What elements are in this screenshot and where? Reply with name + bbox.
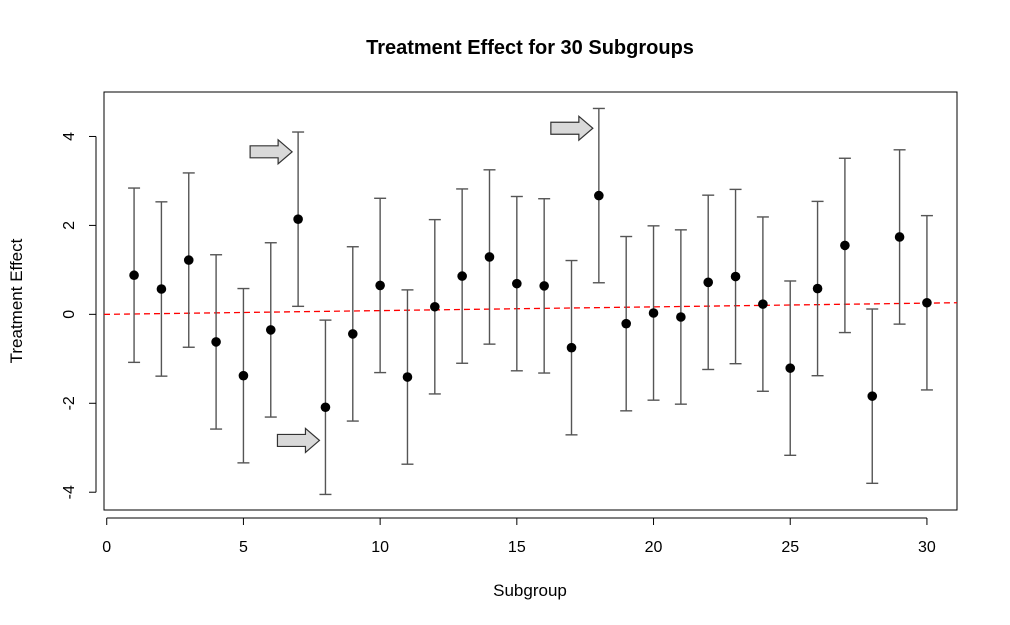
highlight-arrows	[249, 114, 594, 454]
y-tick-label: -2	[61, 396, 78, 410]
data-point	[703, 277, 714, 288]
plot-frame	[103, 91, 958, 511]
data-points	[129, 190, 932, 413]
arrow-icon	[550, 114, 594, 142]
data-point	[730, 271, 741, 282]
data-point	[430, 301, 440, 312]
data-point	[156, 284, 167, 294]
data-point	[238, 370, 249, 381]
reference-line	[103, 302, 958, 316]
data-point	[183, 255, 194, 265]
arrow-icon	[249, 138, 294, 166]
data-point	[812, 283, 823, 294]
data-point	[347, 329, 358, 339]
x-tick-label: 20	[645, 539, 663, 556]
chart-title: Treatment Effect for 30 Subgroups	[366, 37, 694, 59]
data-point	[676, 312, 686, 322]
x-tick-label: 5	[239, 539, 248, 556]
data-point	[922, 297, 932, 308]
data-point	[375, 280, 385, 291]
data-point	[484, 252, 495, 262]
y-tick-label: 4	[61, 132, 78, 141]
data-point	[594, 190, 604, 201]
y-tick-label: 0	[61, 310, 78, 319]
y-tick-label: 2	[61, 221, 78, 230]
data-point	[539, 281, 549, 291]
data-point	[648, 308, 659, 318]
y-tick-label: -4	[61, 485, 78, 499]
x-tick-label: 15	[508, 539, 526, 556]
data-point	[621, 318, 631, 329]
x-axis: 0 5 10 15 20 25 30	[102, 517, 936, 556]
data-point	[402, 372, 413, 382]
x-tick-label: 25	[781, 539, 799, 556]
data-point	[211, 337, 221, 347]
data-point	[867, 391, 878, 401]
y-axis-label: Treatment Effect	[7, 238, 26, 363]
data-point	[265, 325, 276, 335]
data-point	[785, 363, 796, 373]
data-point	[293, 214, 303, 224]
y-axis: -4 -2 0 2 4	[61, 132, 97, 499]
x-tick-label: 30	[918, 539, 936, 556]
error-bars	[128, 107, 933, 496]
x-axis-label: Subgroup	[493, 581, 567, 600]
x-tick-label: 10	[371, 539, 389, 556]
data-point	[894, 232, 905, 242]
data-point	[457, 271, 467, 281]
data-point	[129, 270, 139, 281]
data-point	[758, 299, 768, 309]
data-point	[840, 240, 850, 251]
data-point	[320, 402, 331, 413]
data-point	[566, 342, 577, 353]
data-point	[512, 278, 522, 289]
arrow-icon	[276, 427, 321, 454]
x-tick-label: 0	[102, 539, 111, 556]
